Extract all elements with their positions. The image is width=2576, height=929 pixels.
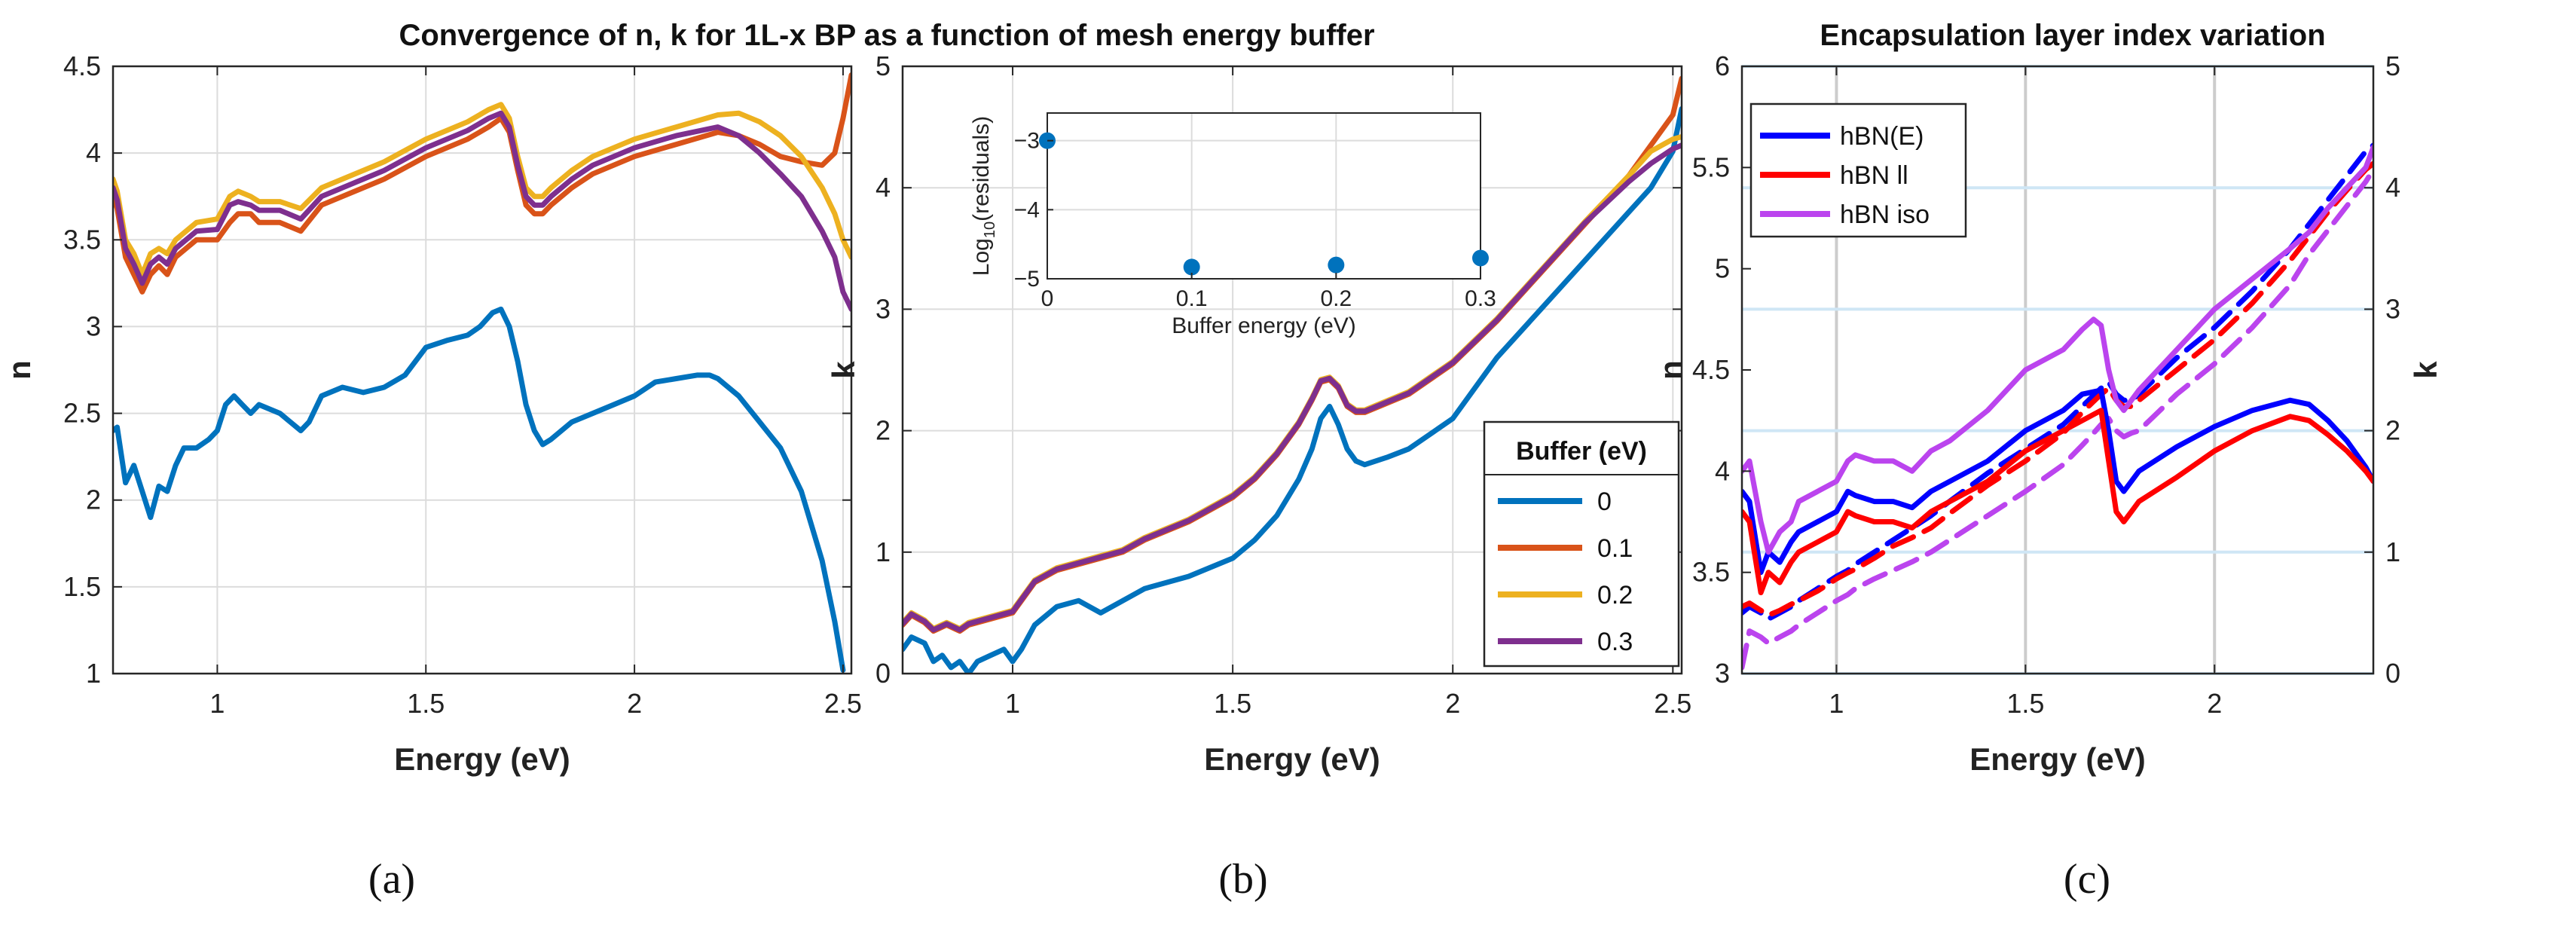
- x-tick-label: 1.5: [2006, 688, 2044, 719]
- inset-point: [1183, 258, 1200, 276]
- y-tick-label: 3: [875, 293, 891, 324]
- panel-label-c: (c): [2064, 856, 2110, 903]
- series-line-hbn-iso-k: [1742, 167, 2373, 671]
- x-tick-label: 2: [2207, 688, 2222, 719]
- series-line-hbn-e-: [1742, 387, 2373, 576]
- panel-label-a: (a): [368, 856, 415, 903]
- inset-y-axis-label: Log10(residuals): [969, 116, 998, 276]
- y-tick-label: 2.5: [63, 398, 101, 429]
- panel-b: 1 1.5 2 2.5 0 1 2 3 4 5 Energy (eV) k Buffer (eV) 0 0.…: [826, 50, 1691, 777]
- y-right-tick-label: 4: [2385, 172, 2400, 203]
- y-right-tick-label: 2: [2385, 415, 2400, 446]
- y-axis-label: k: [826, 361, 861, 379]
- inset-point: [1472, 249, 1489, 267]
- series-line-hbn-ll: [1742, 408, 2373, 595]
- x-tick-label: 2.5: [824, 688, 862, 719]
- x-tick-label: 2: [1445, 688, 1460, 719]
- inset-x-tick-label: 0.3: [1465, 286, 1496, 311]
- legend-label: 0.3: [1597, 628, 1633, 656]
- y-tick-label: 3.5: [63, 224, 101, 255]
- x-tick-label: 1.5: [407, 688, 445, 719]
- y-axis-label-right: k: [2408, 361, 2443, 379]
- y-tick-label: 5: [1715, 253, 1730, 284]
- inset-x-tick-label: 0.2: [1320, 286, 1352, 311]
- y-axis-label: n: [1653, 360, 1688, 380]
- x-tick-label: 1.5: [1214, 688, 1251, 719]
- y-tick-label: 3: [86, 310, 101, 341]
- legend-label: 0: [1597, 487, 1612, 516]
- legend-box: [1483, 420, 1680, 668]
- y-tick-label: 5: [875, 50, 891, 81]
- y-tick-label: 0: [875, 658, 891, 689]
- y-tick-label: 1: [86, 658, 101, 689]
- y-tick-label: 4.5: [1692, 354, 1730, 385]
- y-right-tick-label: 0: [2385, 658, 2400, 689]
- legend-label: 0.2: [1597, 581, 1633, 610]
- series-line-hbn-ll-k: [1742, 160, 2373, 619]
- x-axis-label: Energy (eV): [1969, 741, 2145, 777]
- panel-c: 1 1.5 2 3 3.5 4 4.5 5 5.5 6 0 1 2 3 4 5 Energy (eV) n k Enc…: [1653, 19, 2443, 777]
- y-tick-label: 4: [875, 172, 891, 203]
- series-line-0-3: [903, 142, 1682, 633]
- axes-box: [901, 65, 1683, 675]
- y-tick-label: 3: [1715, 658, 1730, 689]
- panel-label-b: (b): [1218, 856, 1267, 903]
- inset-y-tick-label: −3: [1014, 129, 1040, 154]
- y-tick-label: 1.5: [63, 571, 101, 602]
- inset-chart: 0 0.1 0.2 0.3 −5 −4 −3 Buffer energy (eV) Log10(…: [969, 112, 1496, 338]
- inset-x-tick-label: 0: [1041, 286, 1054, 311]
- y-tick-label: 2: [86, 484, 101, 515]
- series-line-hbn-e--k: [1742, 142, 2373, 622]
- y-axis-label: n: [2, 360, 37, 380]
- axes-box: [112, 65, 853, 675]
- series-line-0-2: [113, 102, 851, 277]
- inset-plot-area: [1047, 113, 1481, 279]
- x-axis-label: Energy (eV): [1204, 741, 1380, 777]
- y-tick-label: 2: [875, 415, 891, 446]
- y-tick-label: 4: [1715, 455, 1730, 486]
- legend-label: hBN iso: [1840, 200, 1930, 229]
- legend-label: 0.1: [1597, 534, 1633, 563]
- y-tick-label: 4.5: [63, 50, 101, 81]
- y-right-tick-label: 3: [2385, 293, 2400, 324]
- x-tick-label: 1: [1829, 688, 1844, 719]
- series-line-0: [113, 306, 846, 673]
- x-tick-label: 1: [1005, 688, 1020, 719]
- inset-y-tick-label: −5: [1014, 267, 1040, 292]
- y-tick-label: 3.5: [1692, 557, 1730, 588]
- inset-y-tick-label: −4: [1014, 197, 1040, 222]
- inset-x-tick-label: 0.1: [1176, 286, 1208, 311]
- series-line-0-3: [113, 110, 851, 312]
- plot-area: [113, 66, 851, 674]
- legend-label: hBN(E): [1840, 122, 1924, 151]
- panel-c-title: Encapsulation layer index variation: [1820, 19, 2325, 52]
- x-tick-label: 2.5: [1654, 688, 1691, 719]
- panel-a: 1 1.5 2 2.5 1 1.5 2 2.5 3 3.5 4 4.5 Energy (eV) n: [2, 50, 862, 777]
- x-tick-label: 2: [627, 688, 642, 719]
- y-tick-label: 1: [875, 536, 891, 567]
- inset-x-axis-label: Buffer energy (eV): [1172, 313, 1356, 338]
- legend-title: Buffer (eV): [1516, 437, 1647, 466]
- legend: Buffer (eV) 0 0.1 0.2 0.3: [1483, 420, 1680, 668]
- inset-point: [1328, 256, 1345, 274]
- y-tick-label: 6: [1715, 50, 1730, 81]
- y-tick-label: 4: [86, 137, 101, 168]
- legend-label: hBN ll: [1840, 161, 1908, 190]
- series-line-hbn-iso: [1742, 145, 2373, 555]
- figure-suptitle: Convergence of n, k for 1L-x BP as a fun…: [399, 19, 1374, 52]
- x-tick-label: 1: [209, 688, 225, 719]
- y-tick-label: 5.5: [1692, 151, 1730, 182]
- inset-axes-box: [1047, 112, 1481, 280]
- x-axis-label: Energy (eV): [394, 741, 570, 777]
- legend: hBN(E) hBN ll hBN iso: [1749, 102, 1967, 238]
- y-right-tick-label: 1: [2385, 536, 2400, 567]
- series-line-0: [903, 105, 1682, 674]
- y-right-tick-label: 5: [2385, 50, 2400, 81]
